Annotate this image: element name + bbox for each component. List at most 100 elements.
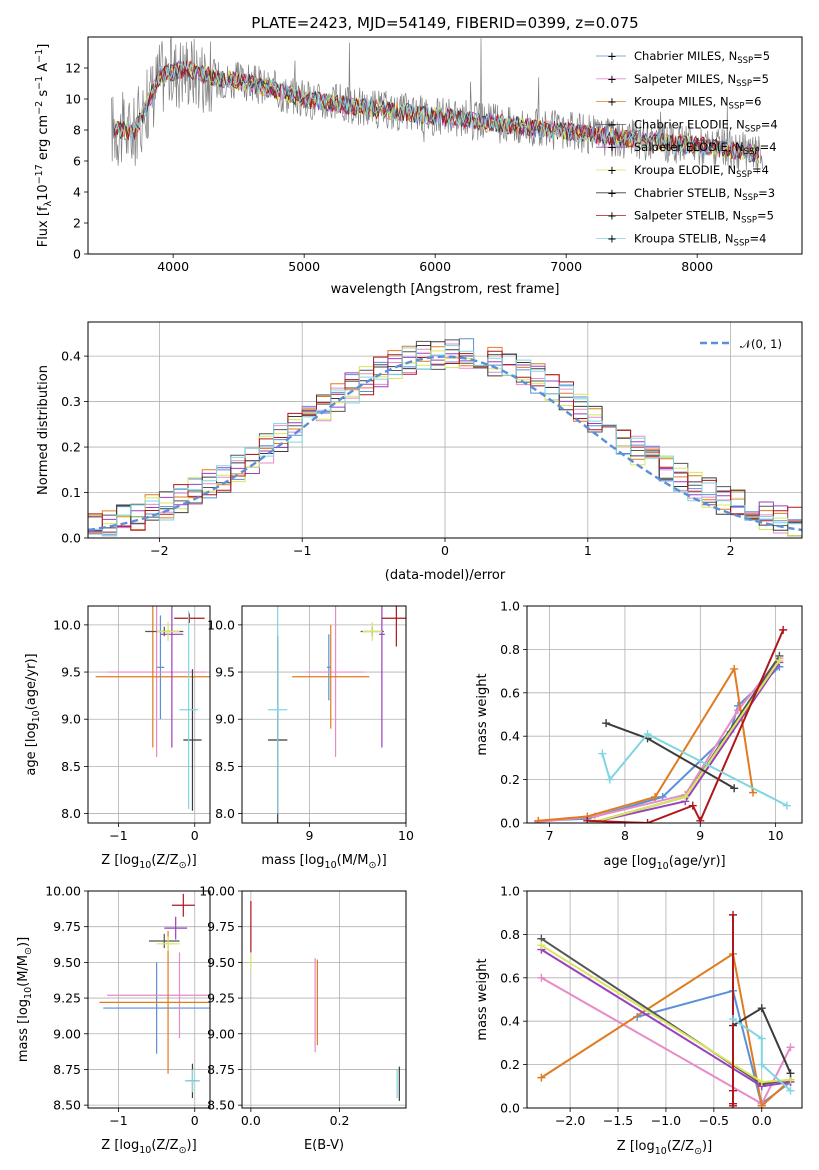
weight-point	[786, 1069, 795, 1078]
x-tick-label: 0.2	[330, 1113, 350, 1128]
y-tick-label: 0.6	[500, 970, 520, 985]
axes-frame	[241, 890, 407, 1109]
x-tick-label: −1	[293, 543, 311, 558]
y-tick-label: 9.0	[61, 712, 81, 727]
weight-point	[729, 1015, 738, 1024]
weight-point	[729, 1086, 738, 1095]
weight-point	[534, 816, 543, 823]
weight-point	[605, 775, 614, 784]
y-tick-label: 9.50	[207, 955, 235, 970]
weight-point	[537, 973, 546, 982]
mass-vs-metallicity-panel: −1 0 8.50 8.75 9.00 9.25 9.50 9.75 10.00 Z [log10…	[16, 884, 211, 1156]
legend-marker: +	[607, 117, 617, 131]
y-tick-label: 6	[73, 154, 81, 169]
y-tick-label: 8.5	[215, 759, 235, 774]
y-tick-label: 0.6	[500, 685, 520, 700]
y-tick-label: 8	[73, 123, 81, 138]
weight-point	[696, 816, 705, 823]
x-tick-label: 10	[398, 828, 414, 843]
axes-frame	[87, 321, 803, 539]
x-tick-label: −2.0	[555, 1113, 585, 1128]
y-axis-label: age [log10(age/yr)]	[24, 653, 42, 775]
y-tick-label: 9.00	[207, 1026, 235, 1041]
y-tick-label: 4	[73, 185, 81, 200]
weight-point	[598, 749, 607, 758]
weight-point	[681, 792, 690, 801]
x-tick-label: 2	[727, 543, 735, 558]
x-tick-label: 9	[696, 828, 704, 843]
y-axis-label: mass weight	[475, 958, 490, 1040]
x-tick-label: −2	[150, 543, 168, 558]
y-tick-label: 0.3	[61, 394, 81, 409]
x-axis-label: wavelength [Angstrom, rest frame]	[331, 282, 560, 297]
weight-point	[643, 819, 652, 823]
y-tick-label: 0.0	[61, 531, 81, 546]
age-vs-mass-panel: 9 10 8.0 8.5 9.0 9.5 10.0 mass [log10(M/M⊙)]	[207, 605, 414, 871]
mass-weight-vs-age-panel: 7 8 9 10 0.0 0.2 0.4 0.6 0.8 1.0 age [log10(age/yr…	[475, 599, 803, 872]
weight-point	[757, 1060, 766, 1069]
weight-point	[730, 784, 739, 793]
legend-marker: +	[607, 231, 617, 245]
legend-marker: +	[607, 163, 617, 177]
x-tick-label: 9	[306, 828, 314, 843]
weight-point	[688, 801, 697, 810]
legend-marker: +	[607, 186, 617, 200]
weight-point	[782, 801, 791, 810]
x-tick-label: 8000	[681, 259, 713, 274]
x-tick-label: 0	[441, 543, 449, 558]
spectrum-panel: 4000 5000 6000 7000 8000 0 2 4 6 8 10 12 wavelength …	[34, 36, 803, 297]
weight-point	[583, 816, 592, 823]
weight-point	[643, 730, 652, 739]
residual-histogram	[88, 350, 802, 533]
y-tick-label: 9.75	[207, 919, 235, 934]
x-axis-label: Z [log10(Z/Z⊙)]	[101, 853, 196, 871]
weight-point	[779, 625, 788, 634]
histogram-lines	[88, 338, 802, 537]
weight-point	[602, 719, 611, 728]
errorbars	[95, 606, 210, 811]
legend-marker: +	[607, 140, 617, 154]
x-axis-label: E(B-V)	[304, 1138, 344, 1153]
y-tick-label: 9.50	[53, 955, 81, 970]
residual-histogram	[88, 345, 802, 537]
age-vs-metallicity-panel: −1 0 8.0 8.5 9.0 9.5 10.0 Z [log10(Z/Z⊙)] age [l…	[24, 605, 211, 871]
weight-series-line	[601, 732, 788, 807]
weight-series-line	[732, 1018, 792, 1092]
x-tick-label: 8	[621, 828, 629, 843]
y-tick-label: 9.00	[53, 1026, 81, 1041]
x-tick-label: 0	[191, 828, 199, 843]
mass-vs-extinction-panel: 0.0 0.2 8.50 8.75 9.00 9.25 9.50 9.75 10.00 E(B-V…	[199, 884, 407, 1153]
legend-label: Chabrier STELIB, NSSP=3	[634, 186, 775, 203]
normal-curve	[88, 355, 802, 532]
legend-label: 𝒩(0, 1)	[740, 337, 782, 351]
model-spectrum	[113, 60, 760, 162]
mass-weight-vs-metallicity-panel: −2.0 −1.5 −1.0 −0.5 0.0 0.0 0.2 0.4 0.6 0.8 1.0 Z […	[475, 884, 803, 1157]
x-tick-label: 1	[584, 543, 592, 558]
y-tick-label: 8.50	[53, 1098, 81, 1113]
y-tick-label: 8.75	[53, 1062, 81, 1077]
legend-label: Chabrier MILES, NSSP=5	[634, 49, 770, 66]
x-tick-label: −0.5	[699, 1113, 729, 1128]
weight-point	[729, 1099, 738, 1108]
y-tick-label: 9.25	[53, 991, 81, 1006]
x-tick-label: 0.0	[241, 1113, 261, 1128]
y-tick-label: 0	[73, 247, 81, 262]
weight-point	[730, 664, 739, 673]
model-spectrum	[114, 60, 760, 164]
x-axis-label: (data-model)/error	[385, 568, 506, 583]
weight-point	[537, 1073, 546, 1082]
y-axis-label: Flux [fλ10−17 erg cm−2 s−1 A−1]	[34, 44, 54, 248]
residual-histogram	[88, 350, 802, 537]
x-tick-label: 4000	[157, 259, 189, 274]
weight-point	[757, 1077, 766, 1086]
y-tick-label: 0.0	[500, 816, 520, 831]
x-tick-label: −1.0	[651, 1113, 681, 1128]
weight-point	[749, 788, 758, 797]
axes-frame	[526, 605, 803, 824]
x-tick-label: −1	[109, 1113, 127, 1128]
legend-label: Salpeter STELIB, NSSP=5	[634, 209, 774, 226]
y-tick-label: 0.8	[500, 642, 520, 657]
y-tick-label: 10.0	[53, 617, 81, 632]
axes-frame	[87, 890, 211, 1109]
